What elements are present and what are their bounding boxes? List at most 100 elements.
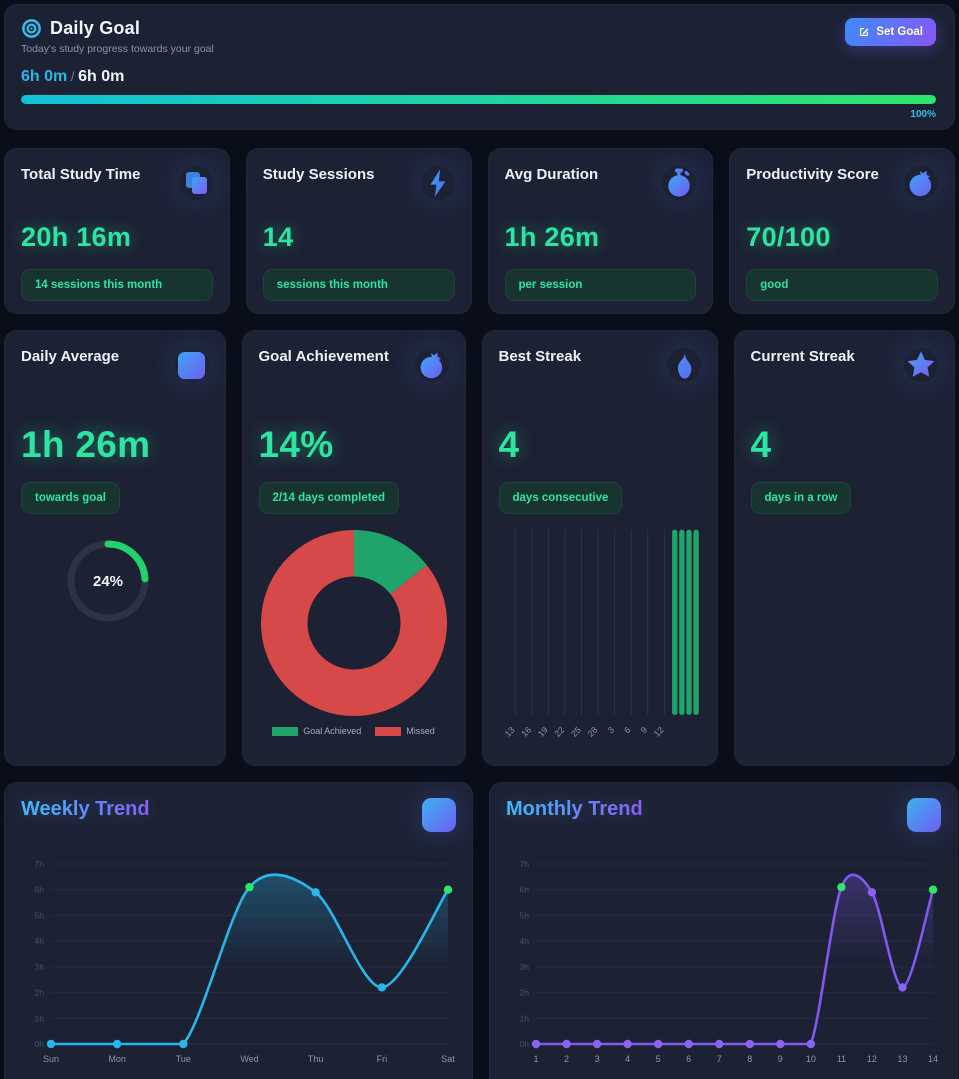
set-goal-label: Set Goal <box>876 26 923 38</box>
calendar-icon <box>175 348 209 382</box>
svg-text:13: 13 <box>502 725 516 739</box>
svg-text:1: 1 <box>533 1054 538 1064</box>
stat-card-productivity-score: Productivity Score 70/100 good <box>729 148 955 314</box>
svg-text:25: 25 <box>568 725 582 739</box>
stats-row: Total Study Time 20h 16m 14 sessions thi… <box>4 148 955 314</box>
progress-ring-chart <box>67 540 149 622</box>
svg-text:12: 12 <box>651 725 665 739</box>
weekly-trend-title: Weekly Trend <box>21 798 150 820</box>
detail-value: 4 <box>498 424 520 465</box>
svg-text:9: 9 <box>778 1054 783 1064</box>
svg-text:6: 6 <box>686 1054 691 1064</box>
svg-text:2h: 2h <box>35 988 45 998</box>
stopwatch-icon <box>662 166 696 200</box>
svg-text:3: 3 <box>605 725 616 736</box>
svg-text:4h: 4h <box>35 936 45 946</box>
edit-icon <box>860 28 869 36</box>
flame-icon <box>667 348 701 382</box>
donut-legend: Goal Achieved Missed <box>272 726 435 736</box>
svg-text:5h: 5h <box>35 910 45 920</box>
svg-text:12: 12 <box>867 1054 877 1064</box>
progress-percent-label: 100% <box>910 109 936 120</box>
pomegranate-icon <box>904 166 938 200</box>
svg-text:3h: 3h <box>520 962 530 972</box>
legend-item: Missed <box>375 726 435 736</box>
detail-badge: days in a row <box>750 482 852 514</box>
set-goal-button[interactable]: Set Goal <box>845 18 936 46</box>
trends-row: Weekly Trend 0h 1h 2h 3h 4h 5h 6h 7h Sun Mon Tue We… <box>4 782 958 1079</box>
goal-donut-chart <box>260 530 447 716</box>
progress-separator: / <box>67 69 79 84</box>
stat-title: Total Study Time <box>21 166 141 183</box>
stat-badge: per session <box>504 269 697 301</box>
stat-card-total-study-time: Total Study Time 20h 16m 14 sessions thi… <box>4 148 230 314</box>
goal-progress-fill <box>21 95 936 104</box>
svg-text:0h: 0h <box>520 1039 530 1049</box>
detail-title: Best Streak <box>498 348 582 365</box>
goal-progress-bar <box>21 95 936 104</box>
goal-progress-text: 6h 0m / 6h 0m <box>21 68 936 86</box>
daily-average-ring: 24% <box>63 536 153 626</box>
svg-text:7h: 7h <box>35 859 45 869</box>
detail-badge: towards goal <box>21 482 120 514</box>
legend-swatch <box>375 726 402 736</box>
detail-card-daily-average: Daily Average 1h 26m towards goal 24% <box>4 330 226 766</box>
svg-text:7h: 7h <box>520 859 530 869</box>
stat-badge: sessions this month <box>262 269 455 301</box>
target-icon <box>22 19 41 38</box>
detail-value: 1h 26m <box>21 424 151 465</box>
stat-card-avg-duration: Avg Duration 1h 26m per session <box>487 148 714 314</box>
svg-text:8: 8 <box>747 1054 752 1064</box>
page-title: Daily Goal <box>50 18 141 38</box>
chart-icon <box>907 798 941 832</box>
svg-text:9: 9 <box>638 725 649 736</box>
svg-text:Mon: Mon <box>108 1054 126 1064</box>
svg-text:22: 22 <box>552 725 566 739</box>
stat-value: 70/100 <box>746 222 831 252</box>
svg-text:Fri: Fri <box>377 1054 388 1064</box>
books-icon <box>179 166 213 200</box>
svg-text:11: 11 <box>837 1054 846 1064</box>
svg-text:5h: 5h <box>520 910 530 920</box>
detail-badge: days consecutive <box>498 482 623 514</box>
svg-text:Wed: Wed <box>240 1054 258 1064</box>
svg-text:1h: 1h <box>520 1013 530 1023</box>
stat-value: 14 <box>262 222 294 252</box>
detail-value: 14% <box>258 424 334 465</box>
svg-text:2h: 2h <box>520 988 530 998</box>
page-subtitle: Today's study progress towards your goal <box>21 43 214 55</box>
stat-title: Avg Duration <box>504 166 599 183</box>
weekly-trend-chart: 0h 1h 2h 3h 4h 5h 6h 7h Sun Mon Tue Wed Thu Fri Sat <box>35 859 456 1064</box>
progress-goal: 6h 0m <box>78 68 125 85</box>
streak-bar-chart: 13 16 19 22 25 28 3 6 9 12 <box>502 529 699 739</box>
svg-text:3: 3 <box>595 1054 600 1064</box>
legend-swatch <box>272 726 299 736</box>
svg-text:16: 16 <box>519 725 533 739</box>
detail-title: Daily Average <box>21 348 120 365</box>
legend-item: Goal Achieved <box>272 726 361 736</box>
svg-text:4: 4 <box>625 1054 630 1064</box>
progress-current: 6h 0m <box>21 68 68 85</box>
stat-title: Study Sessions <box>262 166 375 183</box>
svg-text:10: 10 <box>806 1054 816 1064</box>
svg-text:Sun: Sun <box>43 1054 59 1064</box>
svg-text:13: 13 <box>897 1054 907 1064</box>
chart-icon <box>422 798 456 832</box>
svg-text:4h: 4h <box>520 936 530 946</box>
monthly-trend-title: Monthly Trend <box>506 798 643 820</box>
svg-text:Sat: Sat <box>441 1054 455 1064</box>
weekly-trend-card: Weekly Trend 0h 1h 2h 3h 4h 5h 6h 7h Sun Mon Tue We… <box>4 782 473 1079</box>
svg-text:6: 6 <box>622 725 633 736</box>
detail-card-current-streak: Current Streak 4 days in a row <box>733 330 955 766</box>
detail-badge: 2/14 days completed <box>258 482 399 514</box>
daily-goal-panel: Daily Goal Today's study progress toward… <box>4 4 955 130</box>
svg-text:14: 14 <box>928 1054 938 1064</box>
svg-text:Tue: Tue <box>176 1054 191 1064</box>
stat-card-study-sessions: Study Sessions 14 sessions this month <box>245 148 472 314</box>
svg-text:7: 7 <box>717 1054 722 1064</box>
stat-value: 20h 16m <box>21 222 132 252</box>
stat-badge: good <box>746 269 938 301</box>
ring-percent-label: 24% <box>92 572 124 590</box>
